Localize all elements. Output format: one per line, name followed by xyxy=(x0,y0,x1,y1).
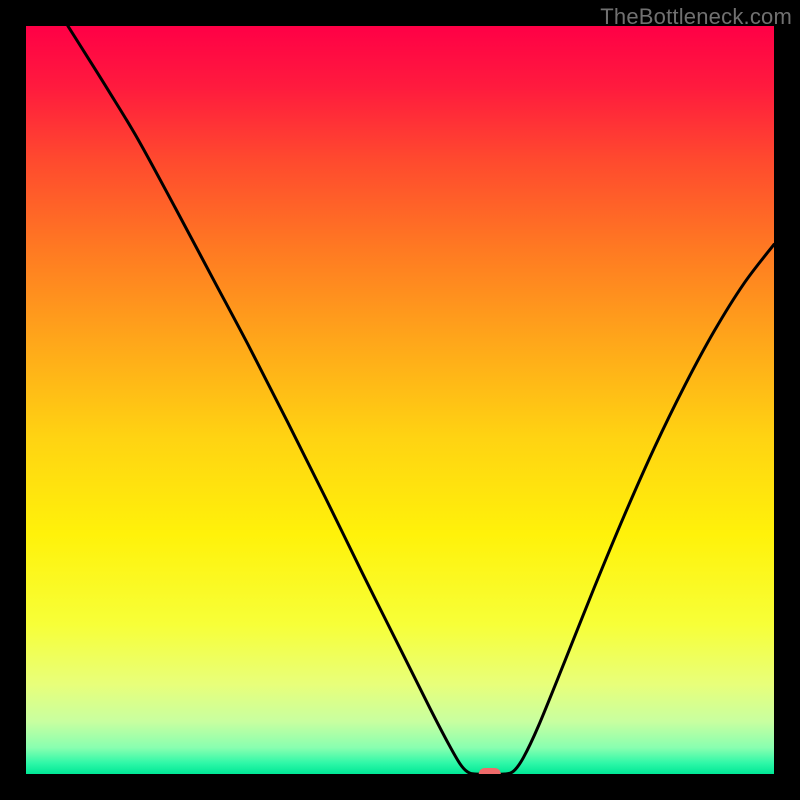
watermark-text: TheBottleneck.com xyxy=(600,4,792,30)
plot-area xyxy=(26,26,774,774)
bottleneck-chart-svg xyxy=(26,26,774,774)
chart-frame: TheBottleneck.com xyxy=(0,0,800,800)
optimal-marker xyxy=(479,768,501,774)
